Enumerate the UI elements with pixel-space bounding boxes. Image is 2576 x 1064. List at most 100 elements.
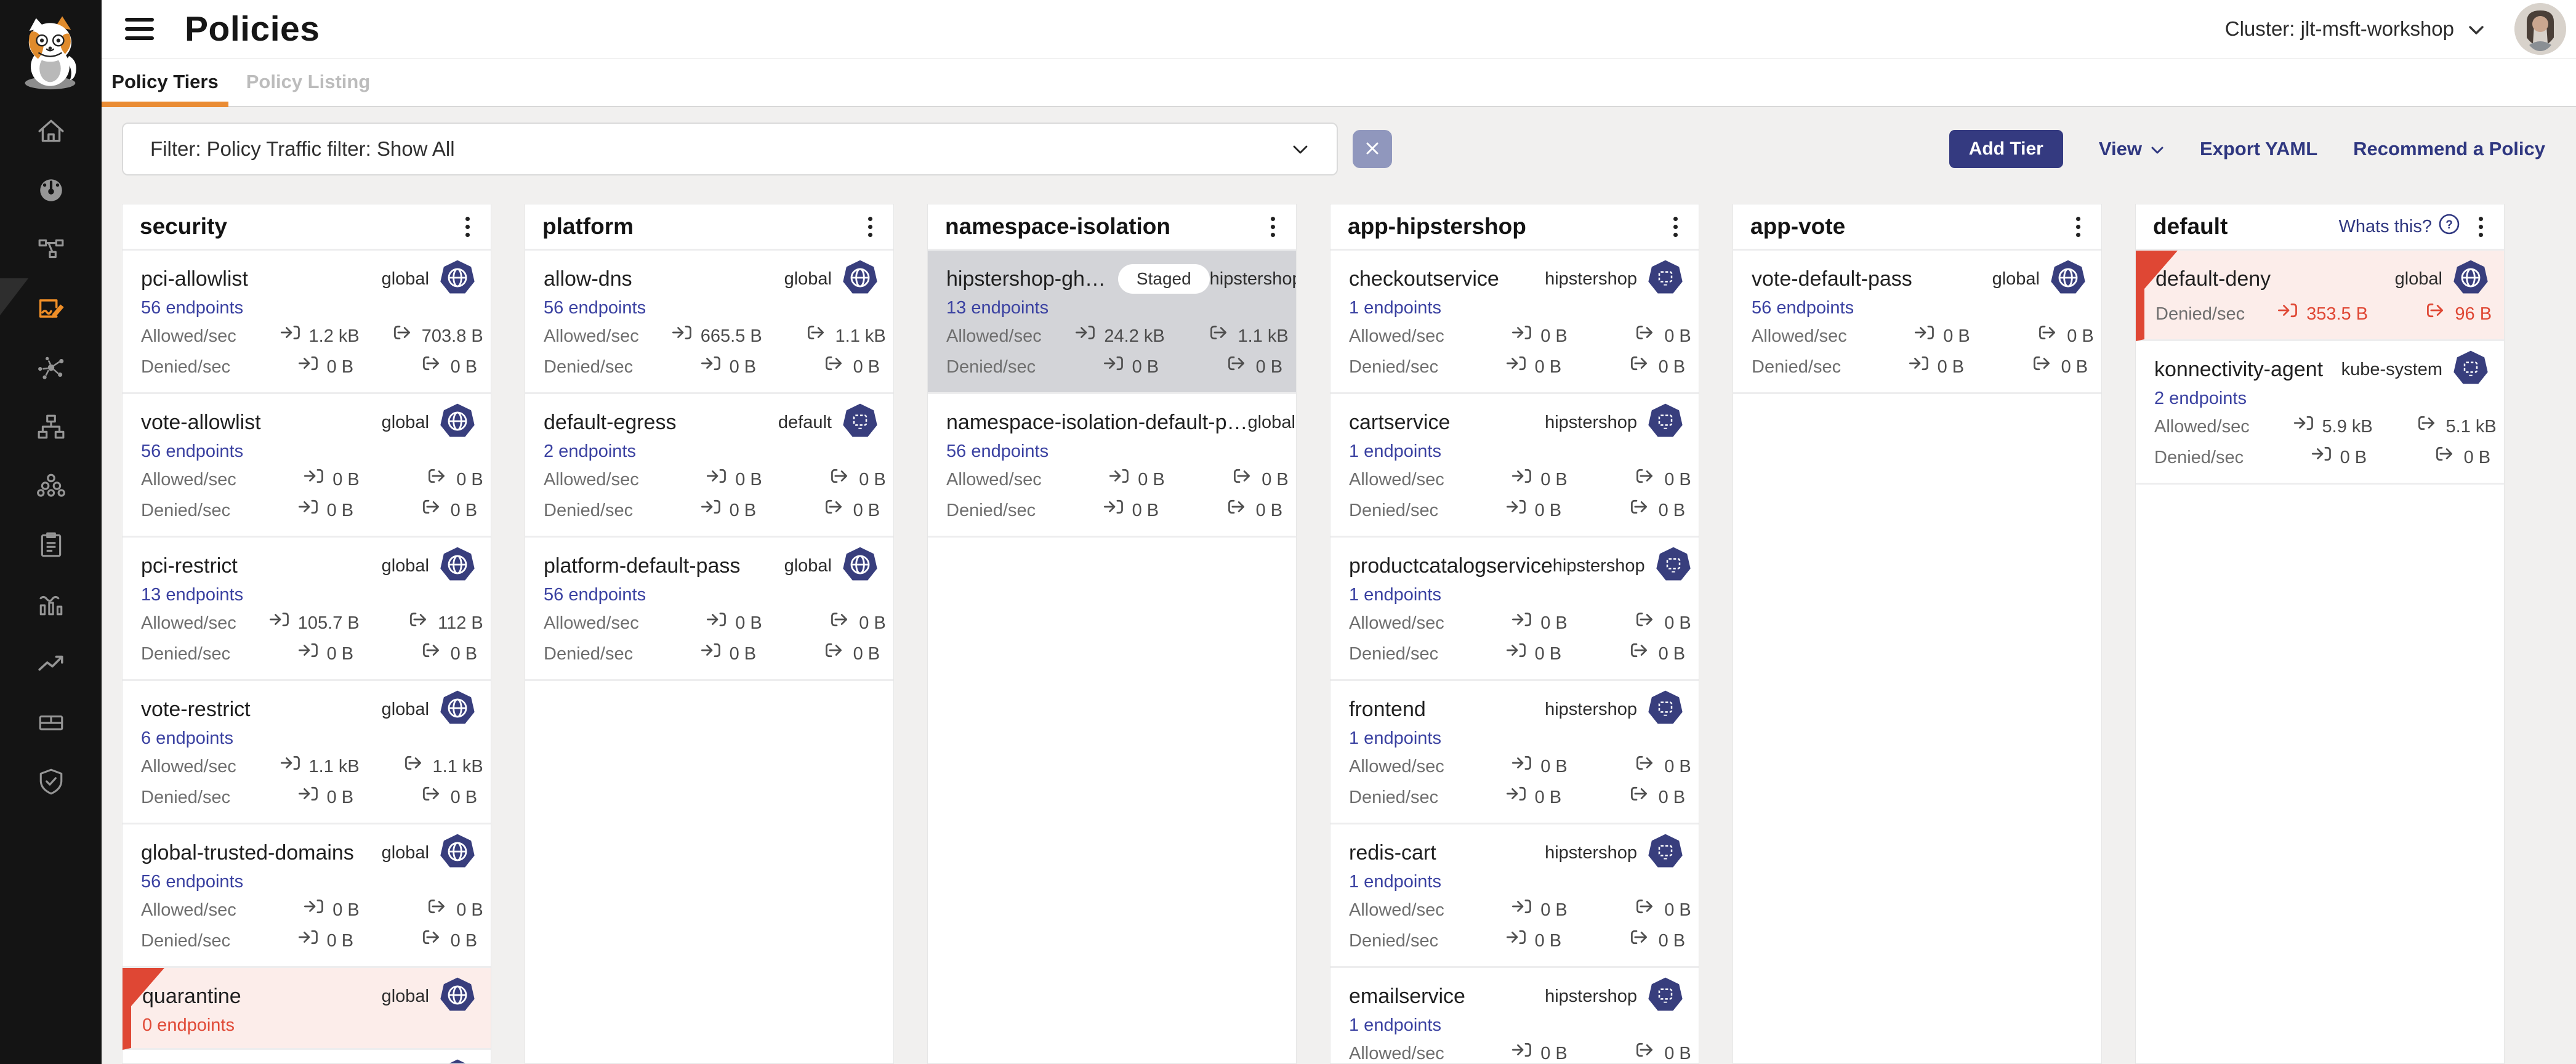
denied-ingress-value: 0 B xyxy=(327,644,354,664)
policy-card[interactable]: pci-allowlistglobal56 endpointsAllowed/s… xyxy=(123,251,491,394)
policy-name: hipstershop-gh… xyxy=(946,267,1106,291)
endpoints-link[interactable]: 6 endpoints xyxy=(141,729,233,748)
view-menu-label: View xyxy=(2099,138,2142,160)
tier-column-platform: platform allow-dnsglobal56 endpointsAllow… xyxy=(525,204,894,1064)
policy-name-row: vote-restrictglobal xyxy=(141,696,476,723)
sidebar-item-timeline[interactable] xyxy=(0,634,102,693)
denied-ingress-value: 0 B xyxy=(2340,448,2367,467)
policy-card[interactable]: cartservicehipstershop1 endpointsAllowed… xyxy=(1330,394,1699,538)
sidebar-item-nodes[interactable] xyxy=(0,338,102,397)
sidebar-item-activity[interactable] xyxy=(0,574,102,634)
sidebar-item-dashboard[interactable] xyxy=(0,161,102,220)
ingress-icon xyxy=(1506,355,1527,379)
endpoints-link[interactable]: 0 endpoints xyxy=(142,1016,235,1034)
policy-name: cartservice xyxy=(1349,411,1450,435)
view-menu-button[interactable]: View xyxy=(2099,138,2164,160)
endpoints-link[interactable]: 1 endpoints xyxy=(1349,442,1441,461)
policy-name-row: pci-allowlistglobal xyxy=(141,265,476,292)
policy-filter-dropdown[interactable]: Filter: Policy Traffic filter: Show All xyxy=(122,123,1338,175)
endpoints-link[interactable]: 56 endpoints xyxy=(544,586,646,604)
sidebar-item-endpoints[interactable] xyxy=(0,397,102,456)
sidebar-item-network-sets[interactable] xyxy=(0,456,102,515)
policy-card[interactable]: allow-dnsglobal56 endpointsAllowed/sec66… xyxy=(525,251,893,394)
policy-card[interactable]: checkoutservicehipstershop1 endpointsAll… xyxy=(1330,251,1699,394)
tier-menu-button[interactable] xyxy=(459,212,476,242)
clear-filter-button[interactable] xyxy=(1353,130,1392,168)
endpoints-link[interactable]: 1 endpoints xyxy=(1349,729,1441,748)
sidebar-item-compliance[interactable] xyxy=(0,515,102,574)
policy-card[interactable]: vote-restrictglobal6 endpointsAllowed/se… xyxy=(123,681,491,824)
policy-card[interactable]: hipstershop-gh…Stagedhipstershop 13 endpo… xyxy=(928,251,1296,394)
policy-name-row: hipstershop-gh…Stagedhipstershop xyxy=(946,265,1281,292)
policy-scope-label: kube-system xyxy=(2341,360,2442,380)
egress-icon xyxy=(1630,355,1651,379)
policy-card[interactable]: platform-default-passglobal56 endpointsA… xyxy=(525,538,893,681)
policy-card[interactable]: default-egressdefault2 endpointsAllowed/… xyxy=(525,394,893,538)
denied-stat-row: Denied/sec0 B0 B xyxy=(1349,499,1684,522)
denied-egress-value: 0 B xyxy=(1659,501,1686,520)
policy-card[interactable]: konnectivity-agentkube-system2 endpoints… xyxy=(2136,341,2504,485)
endpoints-link[interactable]: 2 endpoints xyxy=(544,442,636,461)
policy-name-row: emailservicehipstershop xyxy=(1349,983,1684,1010)
endpoints-link[interactable]: 56 endpoints xyxy=(141,873,243,891)
endpoints-link[interactable]: 2 endpoints xyxy=(2154,389,2247,408)
policy-card[interactable]: quarantineglobal0 endpoints xyxy=(123,968,491,1050)
endpoints-link[interactable]: 1 endpoints xyxy=(1349,873,1441,891)
endpoints-link[interactable]: 1 endpoints xyxy=(1349,299,1441,317)
tier-menu-button[interactable] xyxy=(1667,212,1684,242)
endpoints-link[interactable]: 13 endpoints xyxy=(946,299,1049,317)
whats-this-link[interactable]: Whats this?? xyxy=(2339,213,2461,240)
policy-card[interactable]: emailservicehipstershop1 endpointsAllowe… xyxy=(1330,968,1699,1064)
export-yaml-button[interactable]: Export YAML xyxy=(2200,138,2317,160)
endpoints-link[interactable]: 56 endpoints xyxy=(1752,299,1854,317)
endpoints-link[interactable]: 13 endpoints xyxy=(141,586,243,604)
allowed-egress-value: 1.1 kB xyxy=(433,757,483,776)
cluster-selector[interactable]: Cluster: jlt-msft-workshop xyxy=(2225,17,2485,41)
sidebar-item-home[interactable] xyxy=(0,102,102,161)
endpoints-link[interactable]: 56 endpoints xyxy=(141,442,243,461)
user-avatar[interactable] xyxy=(2514,3,2566,55)
ingress-icon xyxy=(1506,642,1527,666)
tier-menu-button[interactable] xyxy=(2070,212,2087,242)
sidebar-item-service-graph[interactable] xyxy=(0,220,102,279)
policy-card[interactable]: security-default-passglobal xyxy=(123,1050,491,1064)
endpoints-link[interactable]: 56 endpoints xyxy=(544,299,646,317)
denied-ingress-value: 0 B xyxy=(730,501,757,520)
policy-name: vote-default-pass xyxy=(1752,267,1912,291)
policy-card[interactable]: frontendhipstershop1 endpointsAllowed/se… xyxy=(1330,681,1699,824)
egress-icon xyxy=(2038,324,2059,348)
endpoints-link[interactable]: 56 endpoints xyxy=(946,442,1049,461)
tab-policy-tiers[interactable]: Policy Tiers xyxy=(102,58,228,106)
policy-card[interactable]: redis-carthipstershop1 endpointsAllowed/… xyxy=(1330,824,1699,968)
tier-title: platform xyxy=(542,214,634,240)
policy-card[interactable]: vote-default-passglobal56 endpointsAllow… xyxy=(1733,251,2101,394)
tier-menu-button[interactable] xyxy=(2473,212,2489,242)
tier-menu-button[interactable] xyxy=(1265,212,1281,242)
allowed-egress-value: 0 B xyxy=(456,900,483,920)
recommend-policy-button[interactable]: Recommend a Policy xyxy=(2353,138,2545,160)
policy-card[interactable]: pci-restrictglobal13 endpointsAllowed/se… xyxy=(123,538,491,681)
sidebar-item-storage[interactable] xyxy=(0,693,102,752)
scope-badge-globe-icon xyxy=(842,546,879,586)
denied-label: Denied/sec xyxy=(1349,788,1438,807)
policy-card[interactable]: global-trusted-domainsglobal56 endpoints… xyxy=(123,824,491,968)
policy-card[interactable]: productcatalogservicehipstershop1 endpoi… xyxy=(1330,538,1699,681)
allowed-label: Allowed/sec xyxy=(1349,613,1444,633)
sidebar-item-policies[interactable] xyxy=(0,279,102,338)
hamburger-menu-icon[interactable] xyxy=(125,18,154,40)
endpoints-link[interactable]: 1 endpoints xyxy=(1349,586,1441,604)
endpoints-link[interactable]: 56 endpoints xyxy=(141,299,243,317)
policy-card[interactable]: namespace-isolation-default-p…global56 e… xyxy=(928,394,1296,538)
allowed-egress-value: 0 B xyxy=(1664,757,1691,776)
policy-card[interactable]: default-denyglobalDenied/sec353.5 B96 B xyxy=(2136,251,2504,341)
service-graph-icon xyxy=(37,235,65,264)
tab-policy-listing[interactable]: Policy Listing xyxy=(242,58,374,106)
policy-name: productcatalogservice xyxy=(1349,554,1553,578)
sidebar-nav xyxy=(0,102,102,811)
endpoints-link[interactable]: 1 endpoints xyxy=(1349,1016,1441,1034)
egress-icon xyxy=(2426,302,2447,326)
sidebar-item-threat-defense[interactable] xyxy=(0,752,102,811)
tier-menu-button[interactable] xyxy=(862,212,879,242)
add-tier-button[interactable]: Add Tier xyxy=(1949,130,2063,168)
policy-card[interactable]: vote-allowlistglobal56 endpointsAllowed/… xyxy=(123,394,491,538)
